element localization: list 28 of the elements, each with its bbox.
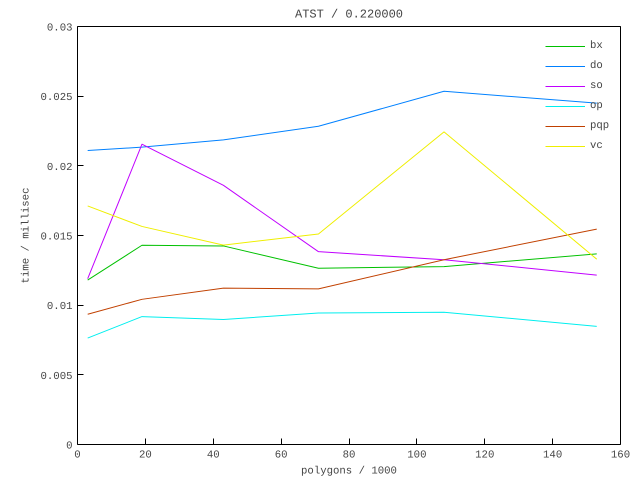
y-tick-label: 0.005 bbox=[40, 370, 73, 383]
x-tick-label: 0 bbox=[74, 450, 81, 462]
legend-label: pqp bbox=[590, 120, 610, 132]
line-series bbox=[87, 228, 598, 315]
y-tick-label: 0.015 bbox=[40, 232, 73, 244]
y-tick-label: 0.01 bbox=[46, 301, 73, 314]
line-series bbox=[87, 312, 598, 339]
x-tick-label: 120 bbox=[475, 450, 494, 462]
chart-title: ATST / 0.220000 bbox=[294, 8, 404, 22]
y-tick-label: 0.03 bbox=[46, 22, 73, 34]
x-tick-label: 20 bbox=[138, 450, 152, 462]
x-tick-label: 60 bbox=[274, 450, 288, 462]
y-axis-title: time / millisec bbox=[20, 188, 33, 284]
legend-label: do bbox=[590, 60, 604, 72]
legend-label: so bbox=[590, 80, 604, 92]
x-tick-label: 140 bbox=[543, 450, 562, 462]
y-tick-label: 0 bbox=[66, 440, 73, 452]
line-series bbox=[87, 244, 598, 281]
x-tick-label: 80 bbox=[342, 450, 356, 462]
legend-label: op bbox=[590, 100, 604, 112]
legend-label: bx bbox=[590, 40, 604, 52]
x-tick-label: 40 bbox=[206, 450, 220, 462]
legend-label: vc bbox=[590, 140, 604, 152]
x-axis-title: polygons / 1000 bbox=[301, 466, 397, 478]
y-tick-label: 0.02 bbox=[46, 162, 73, 174]
x-tick-label: 160 bbox=[610, 450, 630, 462]
x-tick-label: 100 bbox=[407, 450, 426, 462]
y-tick-label: 0.025 bbox=[40, 92, 73, 104]
